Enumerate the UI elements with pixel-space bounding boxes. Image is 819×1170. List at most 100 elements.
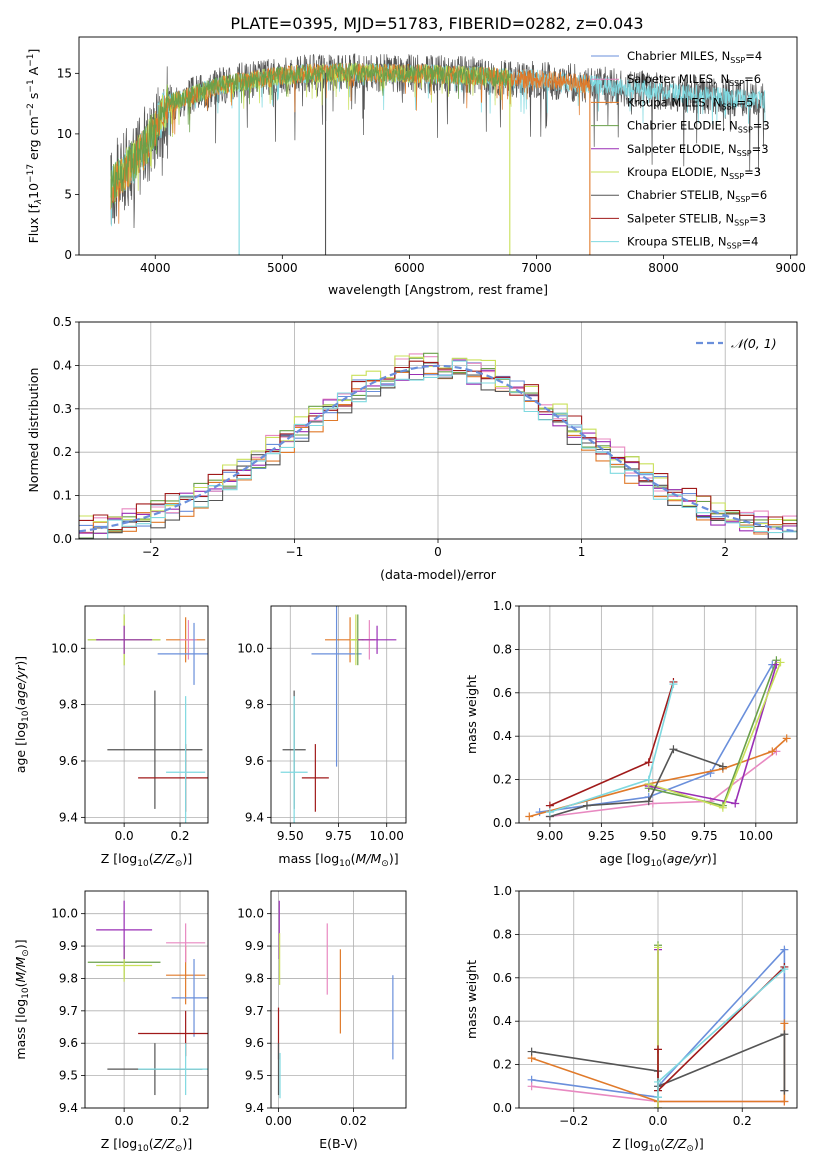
y-tick-label: 10.0 <box>51 641 78 655</box>
x-tick-label: 0 <box>434 545 442 559</box>
figure-title: PLATE=0395, MJD=51783, FIBERID=0282, z=0… <box>230 14 643 33</box>
y-tick-label: 5 <box>64 187 72 201</box>
spectrum-panel: 4000 5000 6000 7000 8000 9000 0 5 10 15 Chabrier M… <box>26 36 806 297</box>
plus-marker <box>768 747 777 756</box>
plus-marker <box>718 803 727 812</box>
age-vs-metallicity-panel: 0.0 0.2 9.4 9.6 9.8 10.0 Z [log10(Z/Z⊙)] age [l… <box>13 605 209 869</box>
plus-marker <box>525 812 534 821</box>
y-tick-label: 10.0 <box>237 641 264 655</box>
plus-marker <box>731 799 740 808</box>
plus-marker <box>669 680 678 689</box>
plus-marker <box>654 1045 662 1054</box>
y-tick-label: 0.8 <box>493 927 512 941</box>
x-tick-label: 1 <box>578 545 586 559</box>
age-vs-mass-panel: 9.50 9.75 10.00 9.4 9.6 9.8 10.0 mass [log10(M/… <box>237 605 407 869</box>
x-axis-label: Z [log10(Z/Z⊙)] <box>101 851 192 869</box>
plus-marker <box>780 945 789 954</box>
plus-marker <box>780 1030 789 1039</box>
x-axis-label: age [log10(age/yr)] <box>599 851 716 869</box>
axes-frame <box>78 321 798 540</box>
y-tick-label: 0.4 <box>53 358 72 372</box>
y-tick-label: 10.0 <box>51 907 78 921</box>
y-tick-label: 9.7 <box>59 1004 78 1018</box>
x-tick-label: 9.25 <box>588 829 615 843</box>
y-tick-label: 0.0 <box>493 1101 512 1115</box>
axes-frame <box>518 605 798 824</box>
y-tick-label: 9.9 <box>245 939 264 953</box>
y-axis-label: Flux [fλ10−17 erg cm−2 s−1 A−1] <box>26 49 44 244</box>
plus-marker <box>545 808 554 817</box>
plot-area <box>277 900 394 1099</box>
y-tick-label: 0.2 <box>493 773 512 787</box>
legend-label: Salpeter ELODIE, NSSP=3 <box>627 142 769 158</box>
legend-label: Kroupa MILES, NSSP=5 <box>627 95 753 111</box>
x-tick-label: 10.00 <box>370 829 404 843</box>
legend-label: Chabrier ELODIE, NSSP=3 <box>627 119 770 135</box>
y-tick-label: 9.6 <box>245 1036 264 1050</box>
plus-marker <box>582 801 591 810</box>
plus-marker <box>654 943 662 952</box>
axes-frame <box>270 605 407 824</box>
y-tick-label: 0.2 <box>53 445 72 459</box>
x-axis-label: (data-model)/error <box>380 567 497 582</box>
y-axis-label: Normed distribution <box>26 368 41 493</box>
y-tick-label: 9.4 <box>59 810 78 824</box>
x-tick-label: 9.50 <box>639 829 666 843</box>
y-tick-label: 1.0 <box>493 599 512 613</box>
plus-marker <box>654 1077 662 1086</box>
weight-vs-metallicity-panel: −0.2 0.0 0.2 0.0 0.2 0.4 0.6 0.8 1.0 Z [log10(Z/Z… <box>464 884 798 1154</box>
plot-area <box>87 900 208 1096</box>
plot-area <box>110 53 766 255</box>
plus-marker <box>780 1019 789 1028</box>
x-tick-label: 0.02 <box>340 1114 367 1128</box>
axes-frame <box>84 605 209 824</box>
plus-marker <box>718 762 727 771</box>
y-tick-label: 0.6 <box>493 686 512 700</box>
axes-frame <box>270 890 407 1109</box>
y-tick-label: 9.7 <box>245 1004 264 1018</box>
plus-marker <box>527 1082 536 1091</box>
axes-frame <box>84 890 209 1109</box>
plus-marker <box>527 1047 536 1056</box>
y-tick-label: 9.4 <box>245 1101 264 1115</box>
y-tick-label: 9.6 <box>59 754 78 768</box>
y-tick-label: 0.0 <box>493 816 512 830</box>
plot-area <box>280 606 397 823</box>
plus-marker <box>780 1097 789 1106</box>
y-tick-label: 9.8 <box>59 698 78 712</box>
y-axis-label: mass [log10(M/M⊙)] <box>13 939 31 1059</box>
mass-vs-ebv-panel: 0.00 0.02 9.4 9.5 9.6 9.7 9.8 9.9 10.0 E(B-V) <box>237 890 407 1151</box>
x-axis-label: Z [log10(Z/Z⊙)] <box>612 1136 703 1154</box>
y-tick-label: 0.4 <box>493 1014 512 1028</box>
y-tick-label: 9.8 <box>59 971 78 985</box>
plot-area <box>79 352 797 539</box>
weight-vs-age-panel: 9.00 9.25 9.50 9.75 10.00 0.0 0.2 0.4 0.6 0.8 1.0 a… <box>464 599 798 869</box>
y-tick-label: 0.2 <box>493 1058 512 1072</box>
plus-marker <box>669 745 678 754</box>
x-tick-label: 8000 <box>648 261 679 275</box>
weight-series-line <box>549 683 675 813</box>
plus-marker <box>644 758 653 767</box>
y-tick-label: 0.5 <box>53 315 72 329</box>
x-axis-label: wavelength [Angstrom, rest frame] <box>328 282 548 297</box>
y-tick-label: 10.0 <box>237 907 264 921</box>
y-tick-label: 9.5 <box>245 1069 264 1083</box>
x-tick-label: −2 <box>142 545 160 559</box>
histogram-step-line <box>79 360 797 539</box>
y-tick-label: 0.0 <box>53 532 72 546</box>
model-spectrum-line <box>110 62 512 208</box>
x-tick-label: 9.75 <box>691 829 718 843</box>
y-tick-label: 9.5 <box>59 1069 78 1083</box>
x-axis-label: E(B-V) <box>319 1136 358 1151</box>
y-tick-label: 10 <box>57 127 72 141</box>
x-tick-label: 2 <box>721 545 729 559</box>
x-tick-label: 9.75 <box>325 829 352 843</box>
y-axis-label: mass weight <box>464 675 479 754</box>
x-tick-label: 0.2 <box>733 1114 752 1128</box>
plot-area <box>525 656 791 821</box>
weight-series-line <box>529 737 788 818</box>
y-tick-label: 9.6 <box>59 1036 78 1050</box>
plus-marker <box>780 965 789 974</box>
y-tick-label: 0.3 <box>53 402 72 416</box>
